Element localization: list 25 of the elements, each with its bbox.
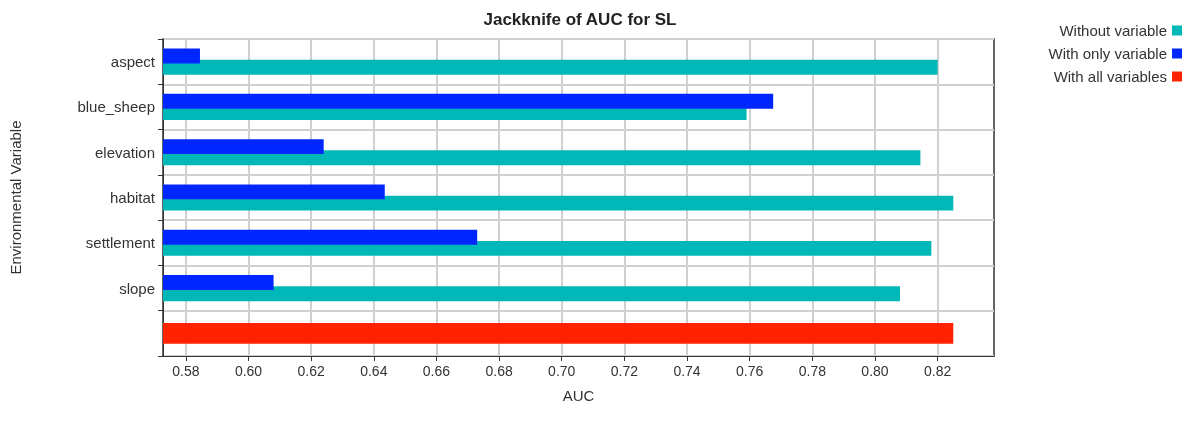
x-tick-label: 0.68: [485, 363, 513, 379]
chart-title: Jackknife of AUC for SL: [483, 10, 677, 29]
x-tick-label: 0.66: [422, 363, 451, 379]
y-tick-label: elevation: [94, 143, 155, 161]
legend-label: With all variables: [1053, 68, 1167, 85]
y-tick-label: habitat: [109, 189, 156, 206]
y-tick-label: aspect: [110, 53, 156, 71]
y-tick-label: blue_sheep: [77, 98, 155, 116]
x-tick-label: 0.60: [234, 363, 263, 379]
legend-label: With only variable: [1048, 45, 1167, 62]
x-tick-label: 0.64: [360, 363, 388, 379]
x-tick-label: 0.70: [548, 363, 576, 379]
x-tick-label: 0.58: [172, 363, 200, 379]
x-tick-label: 0.78: [798, 363, 827, 379]
x-tick-label: 0.76: [736, 363, 764, 379]
x-tick-label: 0.82: [923, 363, 952, 379]
x-tick-label: 0.62: [297, 363, 325, 379]
y-tick-label: settlement: [85, 234, 156, 252]
y-axis-title: Environmental Variable: [7, 120, 24, 275]
x-tick-label: 0.80: [861, 363, 889, 379]
y-tick-label: slope: [119, 279, 155, 297]
legend-label: Without variable: [1059, 22, 1167, 39]
x-tick-label: 0.74: [673, 363, 701, 379]
x-tick-label: 0.72: [610, 363, 639, 379]
x-axis-title: AUC: [562, 387, 595, 404]
